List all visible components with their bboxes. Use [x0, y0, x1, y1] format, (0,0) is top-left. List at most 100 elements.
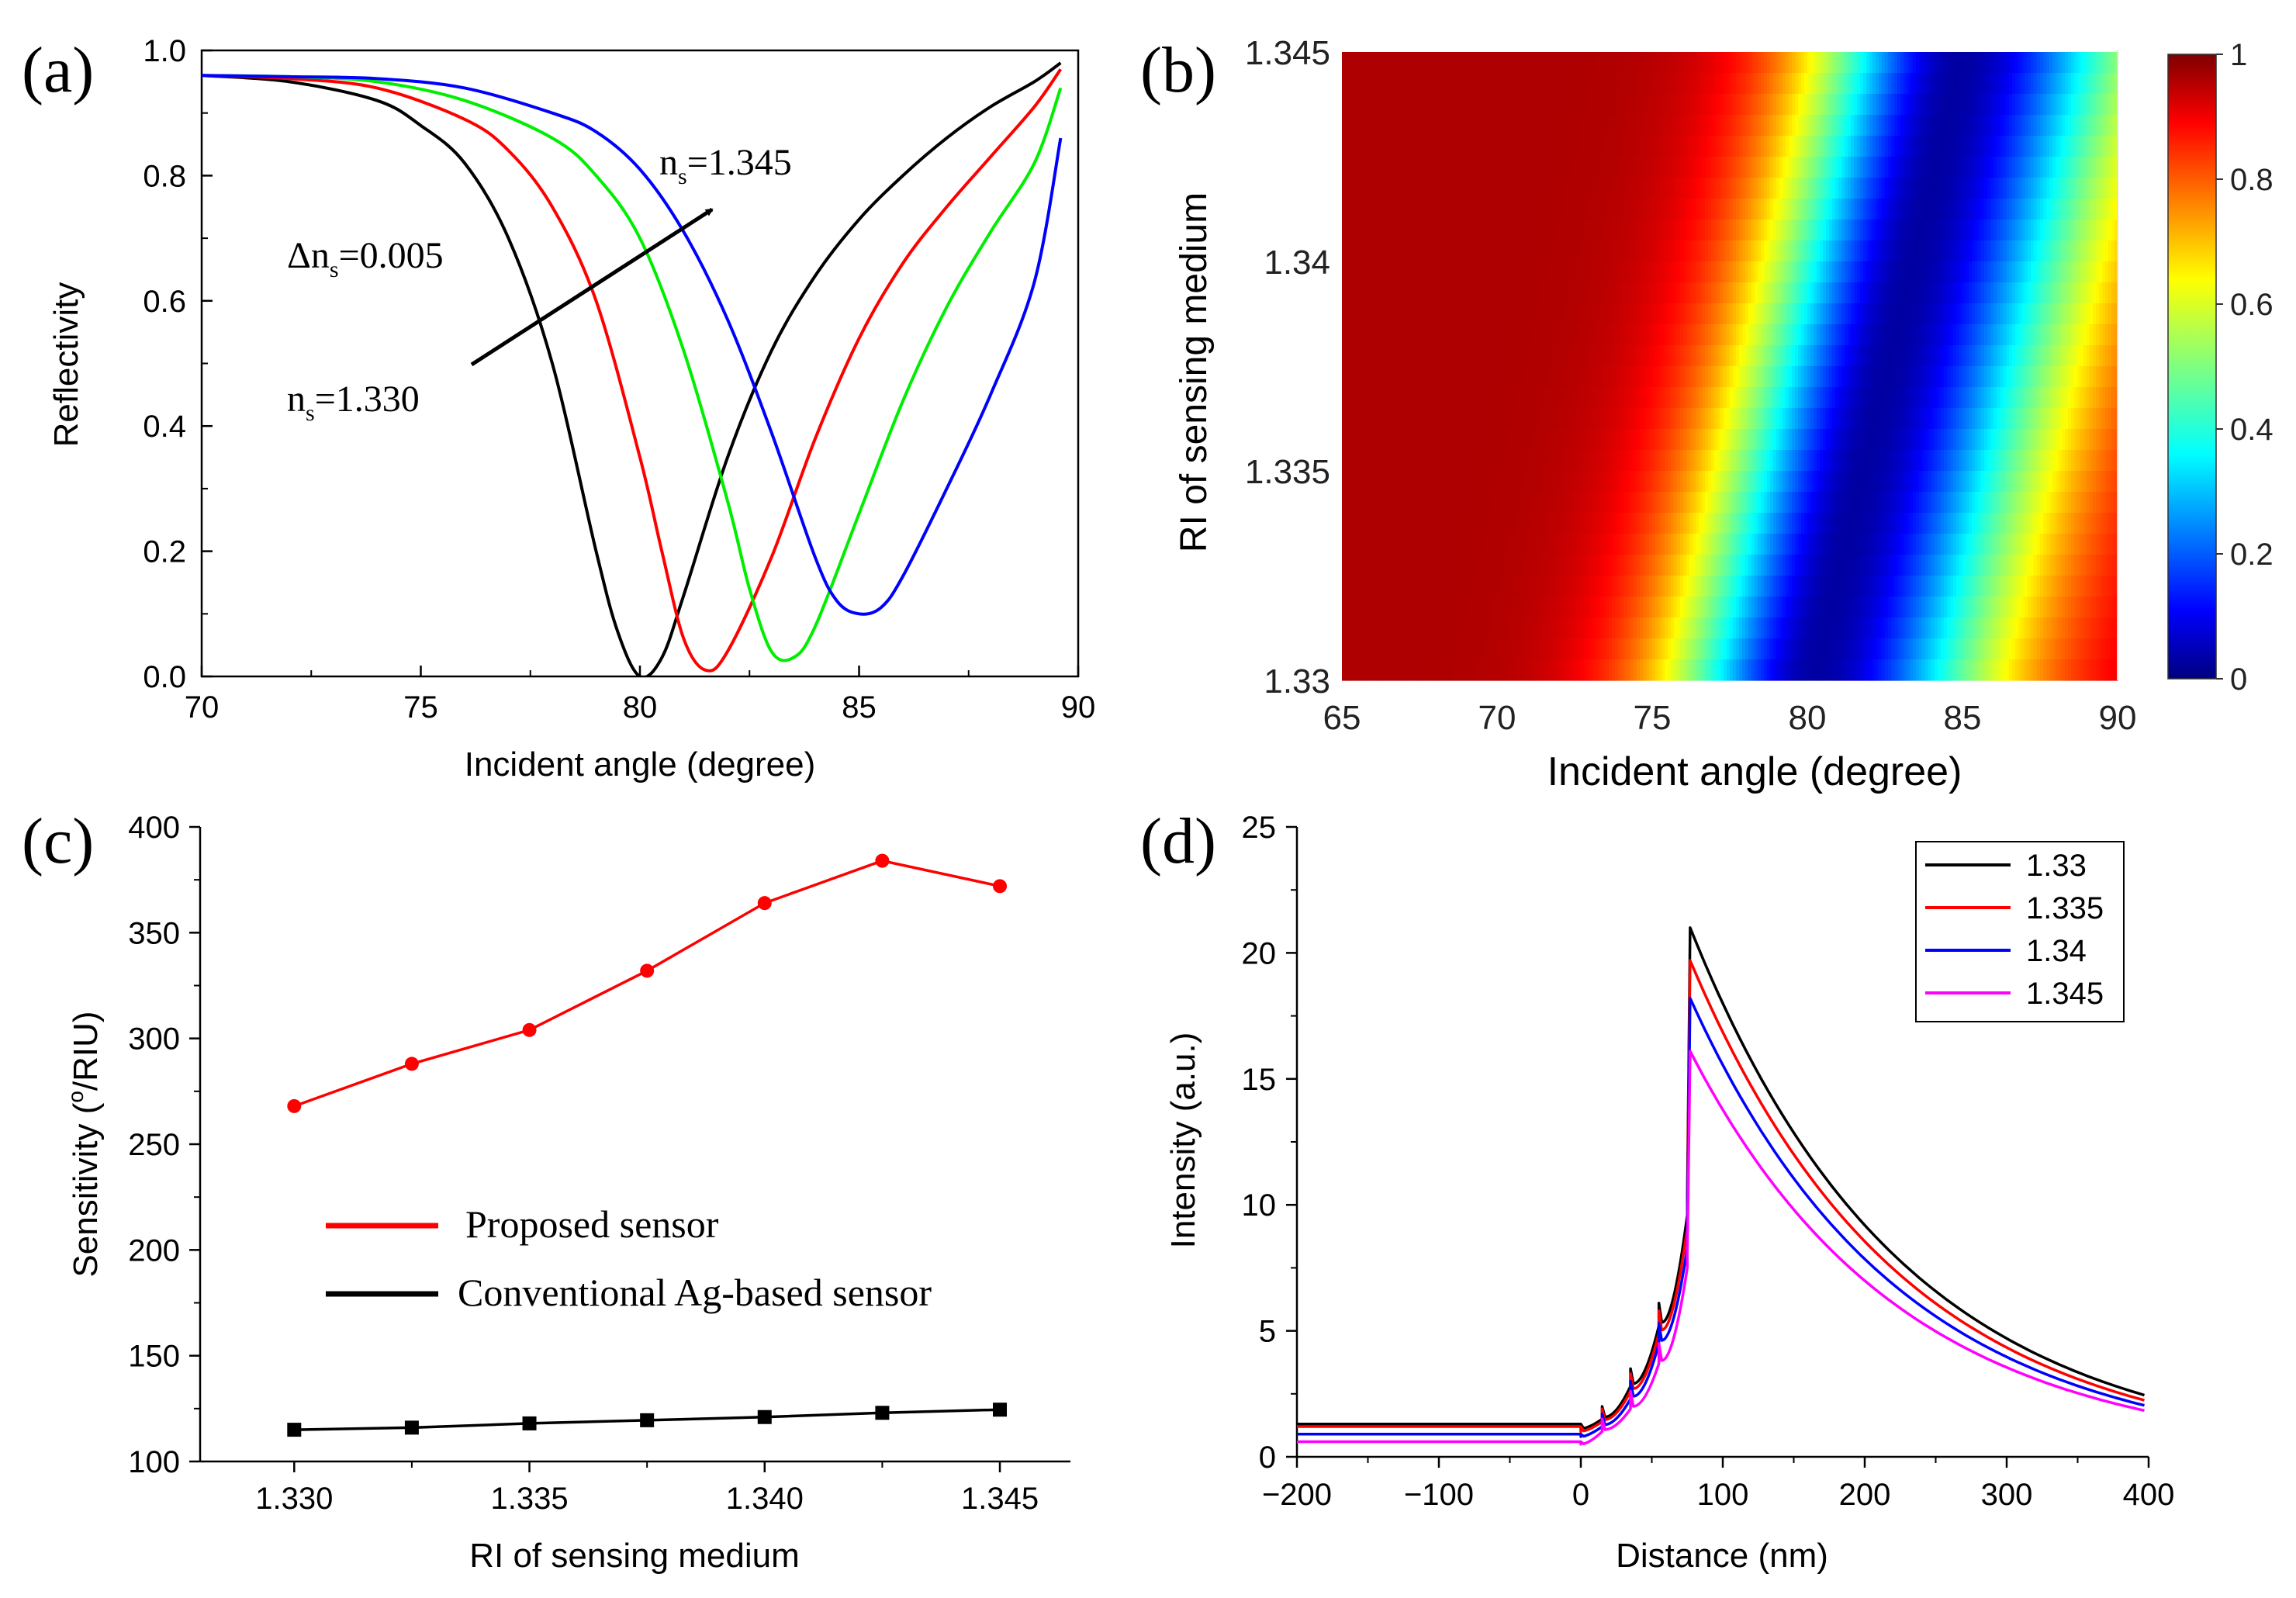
heatmap-cell: [1395, 261, 1399, 283]
heatmap-cell: [1503, 408, 1507, 430]
heatmap-cell: [1748, 345, 1752, 367]
heatmap-cell: [1572, 450, 1575, 472]
heatmap-cell: [1845, 408, 1848, 430]
heatmap-cell: [1537, 366, 1541, 388]
heatmap-cell: [1485, 199, 1489, 220]
heatmap-cell: [1767, 366, 1771, 388]
heatmap-cell: [1944, 282, 1948, 304]
heatmap-cell: [1978, 282, 1982, 304]
heatmap-cell: [1798, 408, 1802, 430]
heatmap-cell: [1361, 450, 1364, 472]
heatmap-cell: [1671, 261, 1675, 283]
heatmap-cell: [2034, 345, 2038, 367]
heatmap-cell: [1826, 240, 1830, 262]
heatmap-cell: [1454, 220, 1457, 241]
heatmap-cell: [1624, 282, 1628, 304]
heatmap-cell: [1860, 240, 1864, 262]
heatmap-cell: [1547, 345, 1551, 367]
heatmap-cell: [1984, 303, 1988, 325]
heatmap-cell: [1739, 136, 1743, 157]
heatmap-cell: [1423, 199, 1426, 220]
heatmap-cell: [1556, 52, 1560, 74]
heatmap-cell: [1686, 157, 1690, 178]
heatmap-cell: [1925, 345, 1929, 367]
heatmap-cell: [1913, 387, 1917, 409]
heatmap-cell: [2006, 261, 2010, 283]
heatmap-cell: [1764, 157, 1768, 178]
heatmap-cell: [1565, 240, 1569, 262]
heatmap-cell: [1522, 240, 1526, 262]
heatmap-cell: [1649, 450, 1653, 472]
heatmap-cell: [1630, 240, 1634, 262]
heatmap-cell: [2031, 408, 2035, 430]
heatmap-cell: [1534, 178, 1538, 199]
heatmap-cell: [1714, 94, 1718, 116]
heatmap-cell: [1987, 366, 1991, 388]
heatmap-cell: [2009, 73, 2013, 95]
heatmap-cell: [1838, 115, 1842, 137]
heatmap-cell: [1485, 115, 1489, 137]
heatmap-cell: [1652, 282, 1656, 304]
heatmap-cell: [1500, 345, 1504, 367]
heatmap-cell: [1935, 94, 1938, 116]
heatmap-cell: [1658, 450, 1662, 472]
heatmap-cell: [1565, 199, 1569, 220]
heatmap-cell: [1432, 199, 1436, 220]
heatmap-cell: [2040, 282, 2044, 304]
heatmap-cell: [2062, 157, 2066, 178]
heatmap-cell: [1460, 240, 1464, 262]
heatmap-cell: [1615, 199, 1619, 220]
heatmap-cell: [1475, 450, 1479, 472]
heatmap-cell: [1724, 157, 1727, 178]
heatmap-cell: [1786, 282, 1789, 304]
heatmap-cell: [1534, 115, 1538, 137]
heatmap-cell: [1783, 450, 1786, 472]
heatmap-cell: [1534, 240, 1538, 262]
heatmap-cell: [1810, 450, 1814, 472]
heatmap-cell: [1693, 136, 1696, 157]
heatmap-cell: [1879, 282, 1883, 304]
heatmap-cell: [1938, 220, 1942, 241]
heatmap-cell: [1488, 429, 1492, 451]
heatmap-cell: [1789, 324, 1793, 346]
heatmap-cell: [1531, 324, 1535, 346]
heatmap-cell: [1618, 282, 1622, 304]
heatmap-cell: [1857, 240, 1861, 262]
heatmap-cell: [1413, 178, 1417, 199]
heatmap-cell: [1590, 261, 1594, 283]
heatmap-cell: [2077, 220, 2081, 241]
heatmap-cell: [1646, 450, 1650, 472]
heatmap-cell: [1935, 261, 1938, 283]
heatmap-cell: [2046, 220, 2050, 241]
heatmap-cell: [1416, 387, 1420, 409]
heatmap-cell: [1848, 157, 1852, 178]
heatmap-cell: [1497, 157, 1501, 178]
heatmap-cell: [1919, 282, 1923, 304]
heatmap-cell: [1630, 178, 1634, 199]
heatmap-cell: [1646, 73, 1650, 95]
heatmap-cell: [2083, 178, 2087, 199]
heatmap-cell: [1540, 136, 1544, 157]
heatmap-cell: [2071, 303, 2075, 325]
heatmap-cell: [1981, 178, 1985, 199]
heatmap-cell: [1376, 450, 1380, 472]
heatmap-cell: [1931, 303, 1935, 325]
heatmap-cell: [1451, 261, 1454, 283]
heatmap-cell: [2028, 387, 2031, 409]
heatmap-cell: [1361, 366, 1364, 388]
heatmap-cell: [1938, 345, 1942, 367]
heatmap-cell: [1767, 303, 1771, 325]
heatmap-cell: [1882, 157, 1886, 178]
heatmap-cell: [2003, 73, 2007, 95]
heatmap-cell: [1370, 261, 1374, 283]
heatmap-cell: [1416, 408, 1420, 430]
heatmap-cell: [1851, 408, 1855, 430]
heatmap-cell: [1519, 157, 1523, 178]
heatmap-cell: [1624, 387, 1628, 409]
heatmap-cell: [2015, 157, 2019, 178]
heatmap-cell: [1736, 366, 1740, 388]
heatmap-cell: [1804, 52, 1808, 74]
heatmap-cell: [1928, 220, 1932, 241]
heatmap-cell: [1900, 282, 1904, 304]
heatmap-cell: [1671, 73, 1675, 95]
